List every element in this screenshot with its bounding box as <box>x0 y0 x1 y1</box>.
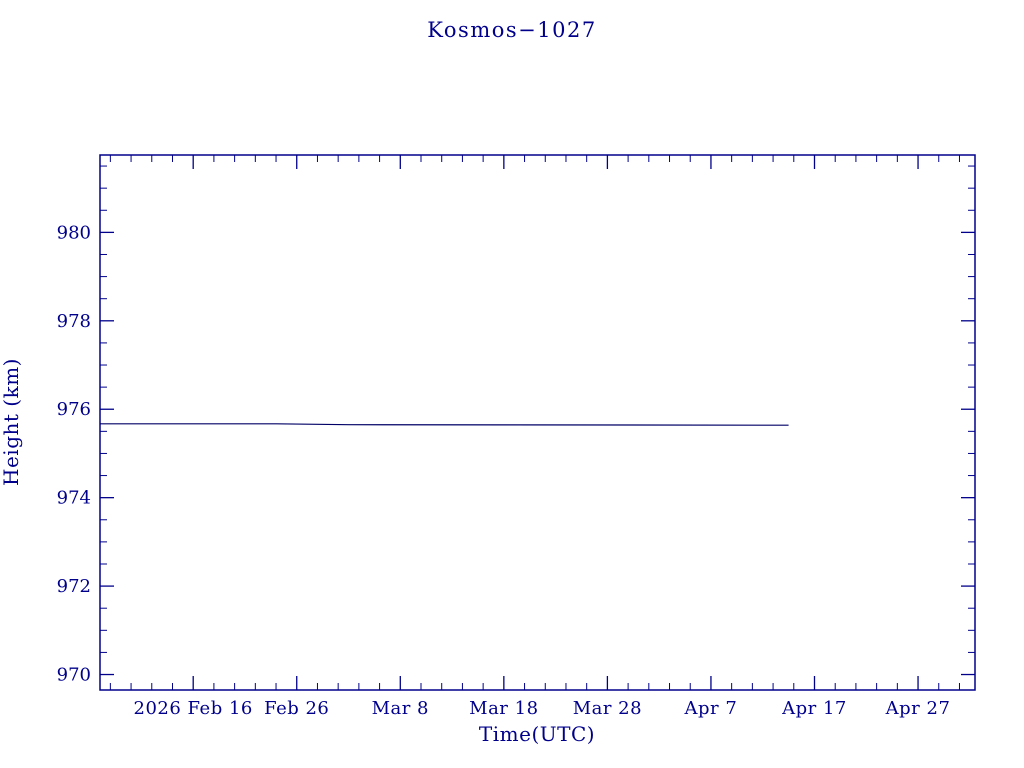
x-tick-label: 2026 Feb 16 <box>134 698 253 719</box>
height-line <box>100 423 789 426</box>
y-tick-label: 980 <box>57 222 91 243</box>
x-tick-label: Mar 8 <box>372 698 429 719</box>
x-tick-label: Feb 26 <box>264 698 329 719</box>
x-axis-label: Time(UTC) <box>479 722 595 746</box>
y-tick-label: 978 <box>57 311 91 332</box>
chart-frame <box>99 154 976 691</box>
x-tick-label: Mar 18 <box>469 698 538 719</box>
y-tick-label: 974 <box>57 488 91 509</box>
chart-title: Kosmos−1027 <box>427 18 596 42</box>
chart-axes: 970 972 974 976 978 980 2026 Feb 16 Feb 26 Mar 8… <box>57 154 976 719</box>
y-axis-label: Height (km) <box>0 358 23 486</box>
x-tick-label: Apr 7 <box>684 698 738 719</box>
y-tick-label: 976 <box>57 399 91 420</box>
x-tick-label: Apr 27 <box>885 698 951 719</box>
x-tick-label: Apr 17 <box>781 698 847 719</box>
y-tick-label: 970 <box>57 665 91 686</box>
y-tick-label: 972 <box>57 576 91 597</box>
chart-series <box>100 423 789 426</box>
x-tick-label: Mar 28 <box>573 698 642 719</box>
